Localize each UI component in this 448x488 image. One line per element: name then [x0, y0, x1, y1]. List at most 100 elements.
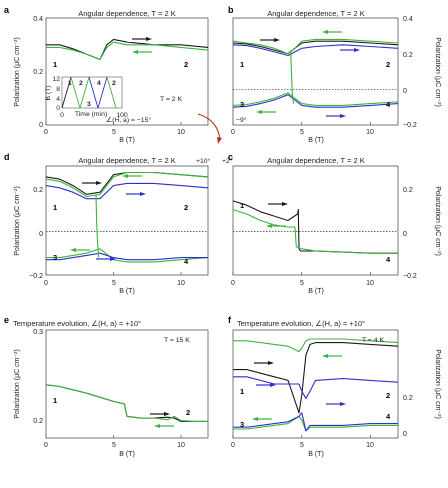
series-line-f-green-3	[233, 415, 398, 432]
sweep-number-f-3: 3	[240, 420, 244, 429]
arrowhead-b-black	[274, 38, 280, 42]
plot-frame-c	[232, 165, 399, 276]
ylabel-f: Polarization (μC cm⁻²)	[434, 349, 441, 419]
arrowhead-c-black	[282, 202, 288, 206]
title-b: Angular dependence, T = 2 K	[267, 9, 365, 18]
arrowhead-d-blue-lower	[110, 257, 116, 261]
ytick-b-02: 0.2	[403, 52, 413, 59]
xtick-d-10: 10	[177, 280, 185, 287]
sweep-number-f-4: 4	[386, 412, 391, 421]
ytick-b-04: 0.4	[403, 16, 413, 23]
arrowhead-f-green-lower	[252, 417, 258, 421]
title-c: Angular dependence, T = 2 K	[267, 156, 365, 165]
ylabel-a: Polarization (μC cm⁻²)	[14, 37, 21, 107]
series-line-a-green-1	[46, 41, 209, 61]
sweep-number-d-4: 4	[184, 257, 189, 266]
ytick-c-02: 0.2	[403, 187, 413, 194]
angle-label-b: −9°	[236, 116, 247, 124]
arrowhead-e-black	[164, 412, 170, 416]
angle-label-a: ∠(H, a) = −15°	[106, 116, 151, 124]
sweep-number-e-1: 1	[53, 396, 57, 405]
plot-area-c	[232, 200, 398, 275]
inset-field-profile: 12 8 4 0 0 100 Time (min) B (T) 1 2 3 4 …	[45, 76, 128, 119]
sweep-number-b-3: 3	[240, 100, 244, 109]
sweep-number-d-2: 2	[184, 203, 188, 212]
ylabel-e: Polarization (μC cm⁻²)	[14, 349, 21, 419]
series-line-d-blue-2	[45, 182, 209, 200]
ytick-d-m02: −0.2	[29, 273, 43, 280]
panel-label-c: c	[228, 152, 233, 162]
panel-label-d: d	[4, 152, 10, 162]
series-line-b-blue-4	[232, 94, 399, 108]
inset-xlabel: Time (min)	[75, 111, 107, 118]
inset-xtick-0: 0	[60, 112, 64, 119]
ytick-a-0: 0	[39, 122, 43, 129]
xtick-f-0: 0	[231, 442, 235, 449]
arrowhead-d-green	[122, 174, 128, 178]
inset-ytick-12: 12	[52, 76, 60, 83]
sweep-number-e-2: 2	[186, 408, 190, 417]
ytick-d-02: 0.2	[33, 187, 43, 194]
panel-label-a: a	[4, 5, 10, 15]
series-line-inset-black-0	[61, 76, 72, 109]
xlabel-c: B (T)	[308, 288, 324, 295]
ytick-d-0: 0	[39, 231, 43, 238]
panel-c: c Angular dependence, T = 2 K 0.2 0 −0.2…	[222, 152, 441, 295]
inset-frame	[61, 76, 123, 109]
inset-num-2a: 2	[79, 80, 83, 87]
sweep-number-d-3: 3	[53, 253, 57, 262]
arrowhead-b-blue-lower	[340, 114, 346, 118]
series-line-inset-green-1	[70, 76, 90, 109]
xtick-b-0: 0	[231, 129, 235, 136]
series-line-c-black-0	[232, 200, 398, 254]
xtick-e-0: 0	[44, 442, 48, 449]
xtick-e-5: 5	[112, 442, 116, 449]
xtick-b-5: 5	[300, 129, 304, 136]
ytick-b-m02: −0.2	[403, 122, 417, 129]
sweep-number-a-1: 1	[53, 60, 57, 69]
series-line-d-green-1	[45, 171, 209, 198]
arrowhead-f-green	[322, 354, 328, 358]
ytick-c-0: 0	[403, 231, 407, 238]
arrowhead-b-green-lower	[256, 110, 262, 114]
series-line-f-green-1	[233, 338, 399, 353]
connector-arrow-a-to-d	[197, 113, 221, 141]
temperature-label-a: T = 2 K	[160, 96, 182, 103]
ytick-e-02: 0.2	[33, 418, 43, 425]
xlabel-b: B (T)	[308, 137, 324, 144]
series-line-inset-green-3	[106, 76, 117, 109]
plot-area-e	[45, 384, 208, 438]
xlabel-f: B (T)	[308, 451, 324, 458]
panel-a: a Angular dependence, T = 2 K 0.4 0.2 0 …	[4, 5, 222, 144]
panel-label-e: e	[4, 315, 9, 325]
series-line-f-blue-4	[233, 412, 398, 432]
arrowhead-f-black	[268, 361, 274, 365]
sweep-number-c-4: 4	[386, 255, 391, 264]
sweep-number-b-2: 2	[386, 60, 390, 69]
inset-num-3: 3	[87, 101, 91, 108]
series-line-f-black-0	[233, 342, 399, 414]
sweep-number-c-1: 1	[240, 201, 244, 210]
sweep-number-d-1: 1	[53, 203, 57, 212]
xtick-a-5: 5	[112, 129, 116, 136]
arrowhead-b-green	[322, 30, 328, 34]
panel-e: e Temperature evolution, ∠(H, a) = +10° …	[4, 315, 209, 458]
ytick-b-0: 0	[403, 88, 407, 95]
series-line-b-green-3	[232, 92, 399, 106]
arrowhead-a-green	[132, 50, 138, 54]
plot-frame-e	[45, 329, 209, 439]
xtick-f-5: 5	[300, 442, 304, 449]
xlabel-e: B (T)	[119, 451, 135, 458]
temperature-label-f: T = 4 K	[362, 337, 384, 344]
temperature-label-e: T = 15 K	[164, 337, 190, 344]
sweep-number-b-4: 4	[386, 100, 391, 109]
plot-area-a	[45, 38, 209, 125]
ytick-a-02: 0.2	[33, 69, 43, 76]
panel-b: b Angular dependence, T = 2 K 0.4 0.2 0 …	[228, 5, 441, 144]
series-line-d-green-3	[46, 248, 209, 263]
ytick-c-m02: −0.2	[403, 273, 417, 280]
plot-frame-f	[232, 329, 399, 439]
arrowhead-f-blue-lower	[340, 402, 346, 406]
series-line-e-green-1	[45, 384, 208, 422]
